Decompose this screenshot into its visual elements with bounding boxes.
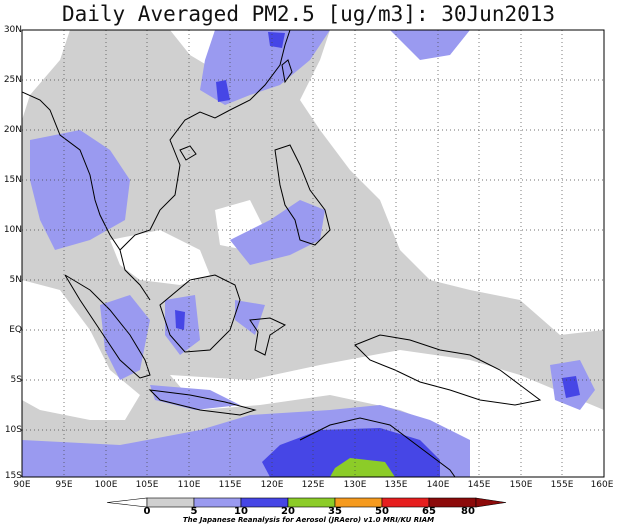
concentration-field xyxy=(22,30,604,477)
clean-area-gulf xyxy=(110,230,210,285)
lat-label: 15S xyxy=(4,471,22,481)
level-10-20-sumatra xyxy=(100,295,150,380)
lon-label: 95E xyxy=(55,480,73,490)
colorbar-over-triangle xyxy=(475,497,507,508)
lon-label: 150E xyxy=(509,480,533,490)
credit-line: The Japanese Reanalysis for Aerosol (JRA… xyxy=(182,516,435,524)
lat-label: 10N xyxy=(3,225,22,235)
lat-label: 30N xyxy=(3,25,22,35)
level-20-35-borneo-spot xyxy=(175,310,185,330)
level-20-35-taiwan xyxy=(268,32,285,48)
lon-label: 90E xyxy=(13,480,31,490)
lat-label: 5S xyxy=(10,375,22,385)
coastlines xyxy=(22,30,542,477)
colorbar-tick: 80 xyxy=(461,506,475,517)
coast-asia-mainland xyxy=(22,30,291,301)
colorbar-tick: 50 xyxy=(375,506,389,517)
coast-sumatra xyxy=(64,274,151,379)
lat-label: 20N xyxy=(3,125,22,135)
colorbar-tick: 10 xyxy=(234,506,248,517)
lon-label: 140E xyxy=(426,480,450,490)
clean-area-east-top xyxy=(300,30,604,335)
coast-sulawesi xyxy=(249,317,287,356)
map-title: Daily Averaged PM2.5 [ug/m3]: 30Jun2013 xyxy=(61,2,556,26)
colorbar-tick: 65 xyxy=(422,506,436,517)
colorbar xyxy=(106,497,507,508)
colorbar-tick: 0 xyxy=(143,506,151,517)
lat-label: 15N xyxy=(3,175,22,185)
lon-label: 100E xyxy=(94,480,118,490)
map-frame xyxy=(21,29,605,478)
colorbar-tick: 20 xyxy=(281,506,295,517)
lon-label: 120E xyxy=(260,480,284,490)
clean-area-west xyxy=(22,30,70,120)
coast-australia xyxy=(299,417,456,477)
lon-label: 155E xyxy=(550,480,574,490)
lon-label: 160E xyxy=(590,480,614,490)
lat-label: 10S xyxy=(4,425,22,435)
colorbar-tick: 5 xyxy=(190,506,198,517)
coast-new-guinea xyxy=(354,334,542,406)
level-10-20-northeast xyxy=(390,30,470,60)
coast-hainan xyxy=(179,145,197,161)
lon-label: 125E xyxy=(301,480,325,490)
clean-area-south xyxy=(170,350,604,477)
lon-label: 105E xyxy=(135,480,159,490)
gridlines xyxy=(22,30,604,477)
lon-label: 130E xyxy=(343,480,367,490)
level-10-20-java xyxy=(150,385,240,410)
lat-label: 25N xyxy=(3,75,22,85)
coast-taiwan xyxy=(281,59,293,84)
coast-borneo xyxy=(159,274,241,353)
level-20-35-south-china xyxy=(216,80,230,102)
level-10-20-north xyxy=(200,30,330,105)
lon-label: 115E xyxy=(218,480,242,490)
level-20-35-east-spot xyxy=(562,376,580,398)
colorbar-tick: 35 xyxy=(328,506,342,517)
lon-label: 110E xyxy=(177,480,201,490)
lat-label: 5N xyxy=(9,275,22,285)
level-10-20-celebes xyxy=(235,300,265,335)
lon-label: 135E xyxy=(384,480,408,490)
level-20-35-australia xyxy=(262,428,440,477)
level-10-20-scs xyxy=(230,200,325,265)
level-35-50-australia xyxy=(330,458,395,477)
coast-philippines xyxy=(274,144,331,246)
lon-label: 145E xyxy=(467,480,491,490)
lat-label: EQ xyxy=(9,325,22,335)
clean-area-southwest xyxy=(22,280,140,420)
coast-java xyxy=(148,389,257,416)
level-10-20-indochina xyxy=(30,130,130,250)
